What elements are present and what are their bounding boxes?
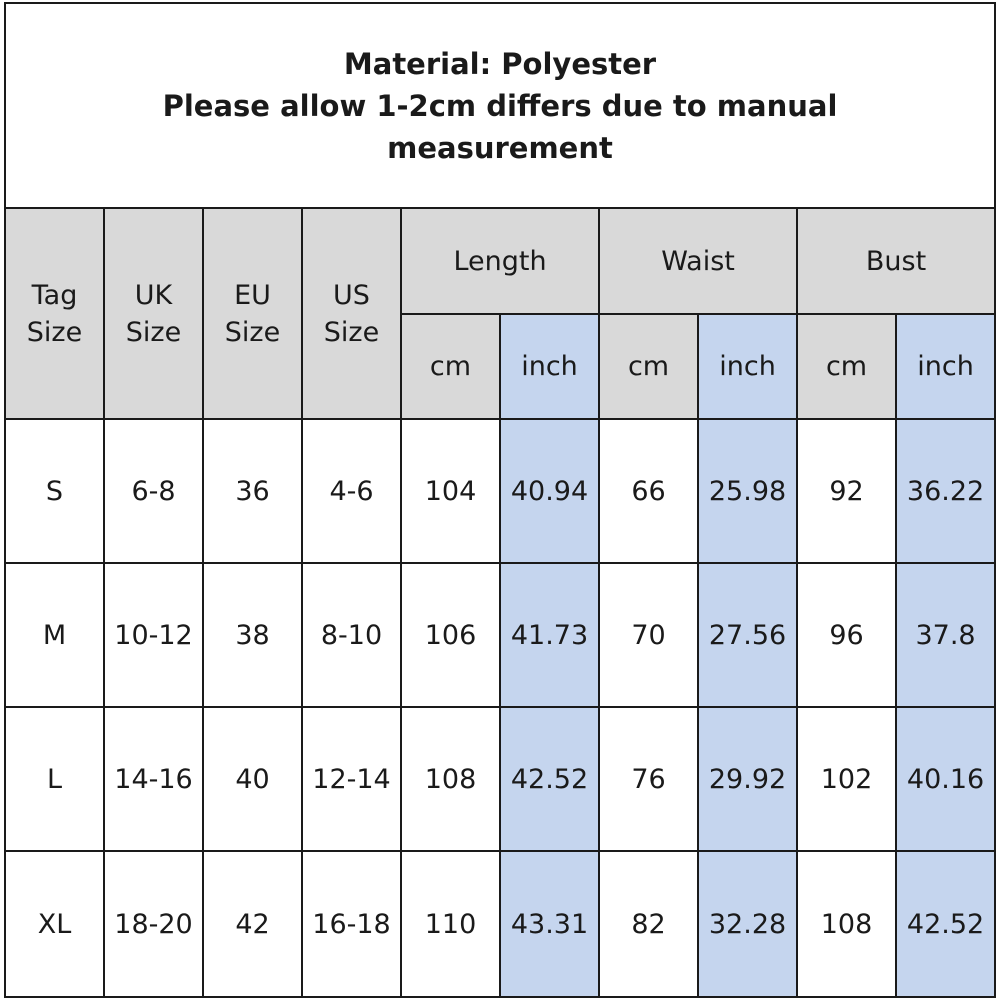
col-header-eu-word: EU [234, 279, 271, 311]
cell-waist-cm: 82 [598, 850, 700, 996]
material-line: Material: Polyester [343, 46, 657, 81]
cell-us-size: 16-18 [301, 850, 402, 996]
cell-bust-cm: 92 [796, 418, 898, 564]
chart-header: Material: Polyester Please allow 1-2cm d… [6, 4, 994, 209]
cell-length-inch: 40.94 [498, 418, 601, 564]
cell-us-size: 8-10 [301, 562, 402, 708]
col-header-us-word: US [333, 279, 370, 311]
cell-length-inch: 41.73 [498, 562, 601, 708]
measurement-note-line-end: measurement [387, 130, 613, 165]
cell-uk-size: 10-12 [103, 562, 204, 708]
col-header-waist: Waist [598, 209, 799, 315]
size-chart: Material: Polyester Please allow 1-2cm d… [4, 2, 996, 998]
col-header-bust: Bust [796, 209, 995, 315]
unit-header-length-cm: cm [401, 313, 501, 420]
col-header-size-word: Size [224, 316, 281, 348]
cell-bust-inch: 37.8 [895, 562, 995, 708]
col-header-size-word: Size [26, 316, 83, 348]
cell-waist-cm: 70 [598, 562, 700, 708]
cell-length-cm: 110 [400, 850, 501, 996]
cell-bust-inch: 42.52 [895, 850, 995, 996]
cell-eu-size: 38 [202, 562, 303, 708]
cell-length-inch: 43.31 [498, 850, 601, 996]
col-header-length: Length [399, 209, 601, 315]
cell-bust-cm: 108 [796, 850, 898, 996]
col-header-uk-size: UK Size [103, 209, 204, 420]
table-row: S 6-8 36 4-6 104 40.94 66 25.98 92 36.22 [6, 418, 995, 564]
cell-tag-size: S [6, 418, 105, 564]
cell-uk-size: 18-20 [103, 850, 204, 996]
cell-uk-size: 6-8 [103, 418, 204, 564]
unit-header-waist-inch: inch [697, 313, 799, 420]
cell-us-size: 4-6 [301, 418, 402, 564]
cell-waist-inch: 27.56 [697, 562, 799, 708]
cell-length-cm: 108 [400, 706, 501, 852]
measurement-note-line: Please allow 1-2cm differs due to manual [162, 88, 838, 123]
cell-bust-inch: 36.22 [895, 418, 995, 564]
unit-header-bust-cm: cm [796, 313, 898, 420]
cell-eu-size: 40 [202, 706, 303, 852]
col-header-tag-size: Tag Size [6, 209, 105, 420]
cell-length-cm: 106 [400, 562, 501, 708]
header-row-units: cm inch cm inch cm inch [6, 313, 995, 420]
col-header-tag-word: Tag [31, 279, 78, 311]
cell-length-inch: 42.52 [498, 706, 601, 852]
cell-length-cm: 104 [400, 418, 501, 564]
size-table: Tag Size UK Size EU Size US Size Length … [6, 209, 995, 996]
cell-eu-size: 36 [202, 418, 303, 564]
unit-header-bust-inch: inch [895, 313, 995, 420]
cell-waist-cm: 66 [598, 418, 700, 564]
cell-tag-size: M [6, 562, 105, 708]
cell-eu-size: 42 [202, 850, 303, 996]
col-header-size-word: Size [323, 316, 380, 348]
col-header-uk-word: UK [134, 279, 173, 311]
col-header-eu-size: EU Size [202, 209, 303, 420]
table-row: M 10-12 38 8-10 106 41.73 70 27.56 96 37… [6, 562, 995, 708]
col-header-size-word: Size [125, 316, 182, 348]
cell-waist-inch: 25.98 [697, 418, 799, 564]
table-row: L 14-16 40 12-14 108 42.52 76 29.92 102 … [6, 706, 995, 852]
cell-tag-size: XL [6, 850, 105, 996]
cell-waist-cm: 76 [598, 706, 700, 852]
cell-waist-inch: 32.28 [697, 850, 799, 996]
cell-us-size: 12-14 [301, 706, 402, 852]
unit-header-length-inch: inch [498, 313, 601, 420]
cell-uk-size: 14-16 [103, 706, 204, 852]
table-row: XL 18-20 42 16-18 110 43.31 82 32.28 108… [6, 850, 995, 996]
cell-tag-size: L [6, 706, 105, 852]
cell-waist-inch: 29.92 [697, 706, 799, 852]
unit-header-waist-cm: cm [598, 313, 700, 420]
cell-bust-inch: 40.16 [895, 706, 995, 852]
cell-bust-cm: 102 [796, 706, 898, 852]
header-row-top: Tag Size UK Size EU Size US Size Length … [6, 209, 995, 420]
col-header-us-size: US Size [301, 209, 402, 420]
cell-bust-cm: 96 [796, 562, 898, 708]
